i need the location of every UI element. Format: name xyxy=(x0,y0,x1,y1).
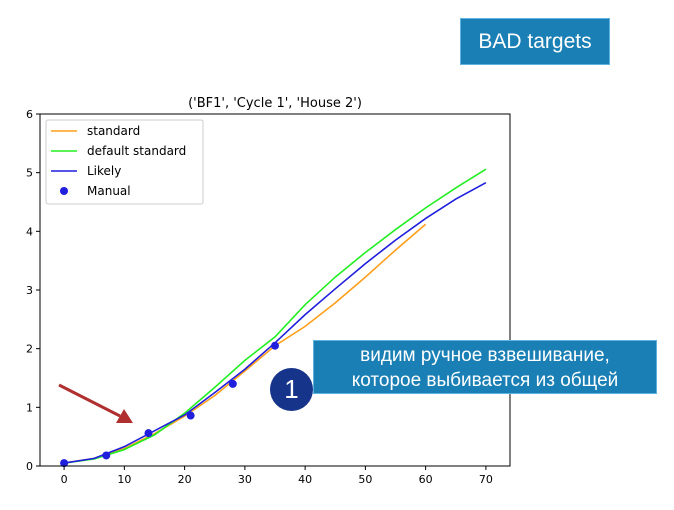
callout-number-badge: 1 xyxy=(270,368,313,411)
x-tick-label: 60 xyxy=(419,473,433,486)
manual-point xyxy=(60,459,69,468)
x-tick-label: 30 xyxy=(238,473,252,486)
legend-label-manual: Manual xyxy=(87,184,131,198)
legend-label-standard: standard xyxy=(87,124,140,138)
y-tick-label: 6 xyxy=(26,108,33,121)
manual-point xyxy=(102,451,111,460)
x-tick-label: 20 xyxy=(178,473,192,486)
annotation-arrow xyxy=(58,383,133,423)
y-tick-label: 1 xyxy=(26,401,33,414)
legend-label-default-standard: default standard xyxy=(87,144,186,158)
y-tick-label: 5 xyxy=(26,167,33,180)
manual-point xyxy=(144,429,153,438)
legend: standard default standard Likely Manual xyxy=(45,119,204,205)
callout-line-2: которое выбивается из общей xyxy=(351,370,619,391)
y-tick-label: 3 xyxy=(26,284,33,297)
x-tick-label: 40 xyxy=(298,473,312,486)
legend-label-likely: Likely xyxy=(87,164,121,178)
series-line-default-standard xyxy=(63,168,487,464)
y-axis: 0 1 2 3 4 5 6 xyxy=(26,108,40,473)
x-axis: 0 10 20 30 40 50 60 70 xyxy=(61,466,493,486)
y-tick-label: 0 xyxy=(26,460,33,473)
legend-box xyxy=(45,119,204,205)
callout-box: видим ручное взвешивание, которое выбива… xyxy=(313,340,657,394)
series-line-standard xyxy=(63,223,427,464)
manual-point xyxy=(271,341,279,350)
manual-point xyxy=(228,379,237,388)
y-tick-label: 4 xyxy=(26,225,33,238)
callout-line-1: видим ручное взвешивание, xyxy=(360,345,610,366)
x-tick-label: 70 xyxy=(479,473,493,486)
series-layer xyxy=(60,168,487,468)
legend-marker-manual xyxy=(60,187,68,195)
x-tick-label: 10 xyxy=(117,473,131,486)
chart-title: ('BF1', 'Cycle 1', 'House 2') xyxy=(188,96,362,111)
x-tick-label: 0 xyxy=(61,473,68,486)
y-tick-label: 2 xyxy=(26,343,33,356)
manual-point xyxy=(186,411,195,420)
x-tick-label: 50 xyxy=(358,473,372,486)
bad-targets-badge: BAD targets xyxy=(460,18,610,65)
